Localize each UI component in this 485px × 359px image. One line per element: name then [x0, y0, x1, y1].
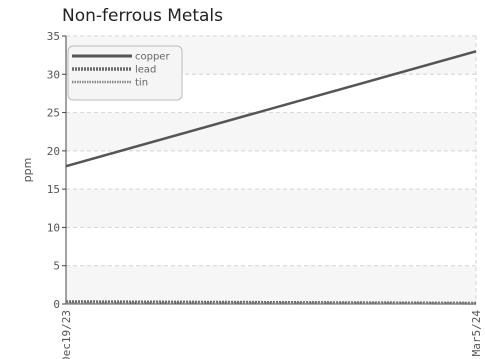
y-tick-label: 10 — [47, 221, 60, 234]
legend: copper lead tin — [67, 45, 183, 101]
x-tick-label-last: Mar5/24 — [470, 310, 483, 357]
legend-label-tin: tin — [135, 78, 148, 89]
y-tick-label: 30 — [47, 68, 60, 81]
grid-band — [66, 189, 476, 228]
legend-box — [67, 45, 183, 101]
y-tick-label: 0 — [53, 298, 60, 311]
y-tick-label: 20 — [47, 145, 60, 158]
y-tick-label: 25 — [47, 107, 60, 120]
legend-label-lead: lead — [135, 65, 156, 76]
grid-lines — [65, 35, 477, 304]
x-tick-label-first: Dec19/23 — [60, 310, 73, 359]
y-tick-label: 5 — [53, 260, 60, 273]
chart-title: Non-ferrous Metals — [62, 6, 224, 26]
grid-band — [66, 112, 476, 151]
y-axis-label: ppm — [21, 158, 34, 183]
y-axis-ticks: 0 5 10 15 20 25 30 35 — [47, 30, 66, 311]
grid-band — [66, 265, 476, 304]
legend-label-copper: copper — [135, 52, 170, 63]
series-lines — [65, 50, 477, 305]
series-line-copper — [65, 50, 477, 168]
y-tick-label: 35 — [47, 30, 60, 43]
y-tick-label: 15 — [47, 183, 60, 196]
